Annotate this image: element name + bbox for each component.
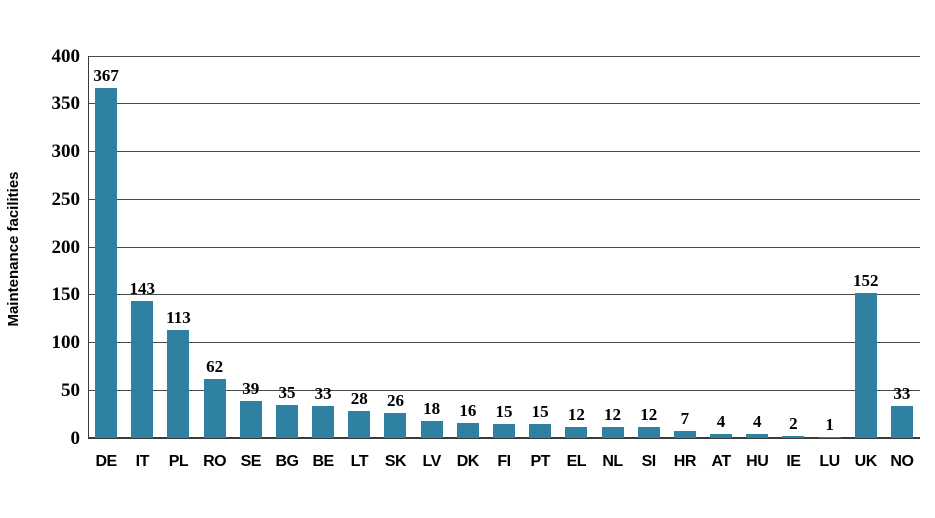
bar-NO <box>890 406 913 438</box>
bar-PT <box>529 424 552 438</box>
bar-value-label-PT: 15 <box>531 402 549 421</box>
x-axis-line <box>88 437 920 439</box>
bar-SK <box>384 413 407 438</box>
bar-value-label-DK: 16 <box>459 401 477 420</box>
x-tick-label-SE: SE <box>240 453 262 470</box>
bar-UK <box>854 293 877 438</box>
bar-value-label-BE: 33 <box>314 384 332 403</box>
bar-DK <box>456 423 479 438</box>
bar-FI <box>493 424 515 438</box>
x-tick-label-FI: FI <box>497 453 511 470</box>
y-axis-line <box>88 56 89 438</box>
x-tick-label-IE: IE <box>786 453 801 470</box>
x-tick-label-DK: DK <box>456 453 480 470</box>
bar-value-label-LV: 18 <box>423 399 441 418</box>
gridline-100 <box>88 342 920 343</box>
bar-value-label-HU: 4 <box>752 412 762 431</box>
bar-value-label-IT: 143 <box>129 279 156 298</box>
bar-value-label-PL: 113 <box>166 308 191 327</box>
y-tick-label-250: 250 <box>51 188 81 210</box>
bar-value-label-IE: 2 <box>789 414 798 433</box>
bar-IE <box>782 436 805 438</box>
y-tick-label-300: 300 <box>51 141 81 162</box>
bar-value-label-FI: 15 <box>495 402 513 421</box>
x-tick-label-EL: EL <box>566 453 587 470</box>
bar-RO <box>203 379 226 438</box>
gridline-200 <box>88 246 920 248</box>
y-tick-label-400: 400 <box>51 45 81 67</box>
x-tick-label-SI: SI <box>641 453 657 470</box>
bar-value-label-EL: 12 <box>567 405 585 424</box>
bar-EL <box>565 427 588 438</box>
bar-value-label-AT: 4 <box>716 412 726 431</box>
bar-value-label-LU: 1 <box>825 415 834 434</box>
bar-LU <box>818 437 841 438</box>
bar-value-label-LT: 28 <box>350 389 368 408</box>
x-tick-label-NL: NL <box>602 453 623 470</box>
bar-value-label-NO: 33 <box>893 384 911 403</box>
bar-value-label-DE: 367 <box>93 66 119 85</box>
x-tick-label-SK: SK <box>384 453 407 470</box>
x-tick-label-HR: HR <box>673 453 697 470</box>
x-tick-label-AT: AT <box>711 453 731 470</box>
bar-NL <box>601 427 624 438</box>
y-axis-title: Maintenance facilities <box>5 171 22 327</box>
bar-value-label-RO: 62 <box>206 357 224 376</box>
y-tick-label-200: 200 <box>51 236 81 258</box>
x-tick-label-LV: LV <box>422 453 442 470</box>
gridline-300 <box>88 151 920 152</box>
bar-BE <box>312 406 335 438</box>
bar-BG <box>275 405 298 438</box>
x-tick-label-HU: HU <box>746 453 769 470</box>
bar-value-label-SE: 39 <box>242 379 260 398</box>
x-tick-label-DE: DE <box>95 453 117 470</box>
y-tick-label-350: 350 <box>51 93 81 115</box>
bar-value-label-SK: 26 <box>386 391 404 410</box>
bar-HU <box>746 434 769 438</box>
y-tick-label-50: 50 <box>61 379 80 401</box>
x-tick-label-LU: LU <box>819 453 840 470</box>
bar-value-label-BG: 35 <box>278 383 296 402</box>
x-tick-label-PT: PT <box>530 453 550 470</box>
bar-IT <box>131 301 154 438</box>
y-tick-label-150: 150 <box>51 284 81 306</box>
bar-AT <box>710 434 733 438</box>
gridline-150 <box>88 294 920 296</box>
x-tick-label-RO: RO <box>203 453 227 470</box>
x-tick-label-UK: UK <box>854 453 878 470</box>
bar-PL <box>167 330 190 438</box>
bar-LV <box>420 421 443 438</box>
x-tick-label-LT: LT <box>350 453 369 470</box>
gridline-350 <box>88 103 920 105</box>
gridline-400 <box>88 55 920 57</box>
x-tick-label-BE: BE <box>312 453 335 470</box>
bar-SI <box>637 427 660 438</box>
bar-DE <box>95 88 118 438</box>
x-tick-label-IT: IT <box>135 453 150 470</box>
bar-value-label-UK: 152 <box>852 271 879 290</box>
bar-value-label-HR: 7 <box>680 409 690 428</box>
x-tick-label-BG: BG <box>275 453 299 470</box>
y-tick-label-0: 0 <box>70 427 81 449</box>
bar-HR <box>673 431 696 438</box>
y-tick-label-100: 100 <box>51 332 81 353</box>
bar-value-label-SI: 12 <box>640 405 658 424</box>
bar-value-label-NL: 12 <box>604 405 622 424</box>
gridline-250 <box>88 198 920 200</box>
x-tick-label-PL: PL <box>168 453 189 470</box>
bar-SE <box>239 401 262 438</box>
x-tick-label-NO: NO <box>890 453 914 470</box>
bar-LT <box>348 411 371 438</box>
